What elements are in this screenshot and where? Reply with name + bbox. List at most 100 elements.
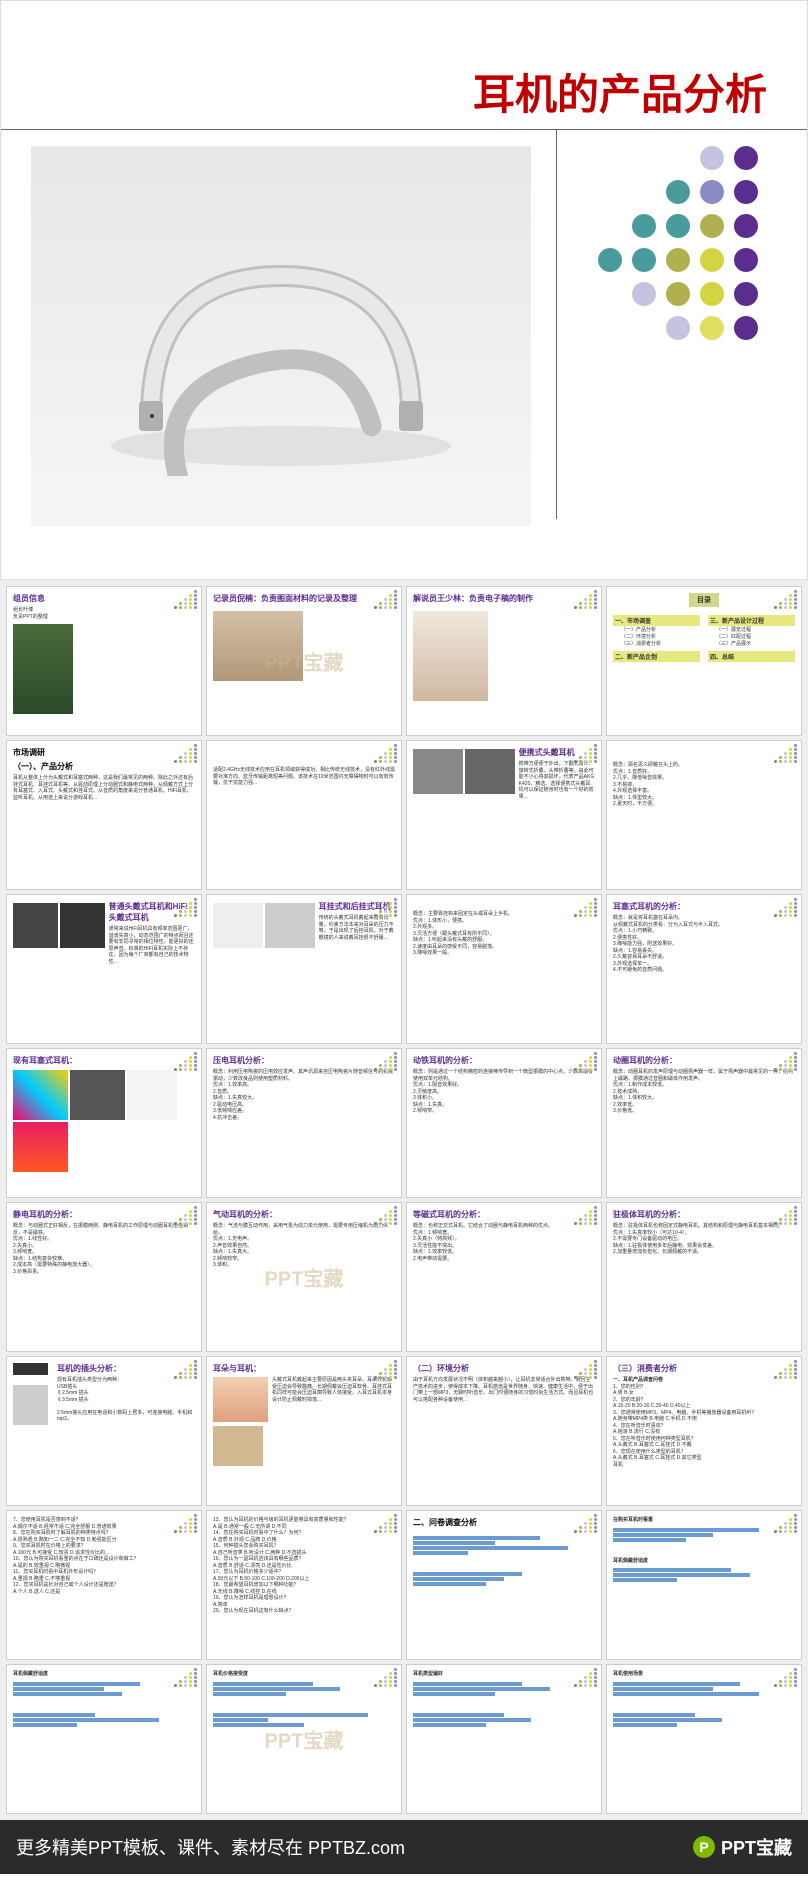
hero-title: 耳机的产品分析: [473, 61, 767, 122]
slide-market-research: 市场调研 （一）、产品分析 耳机从整体上分为头戴式和耳塞式两种，这是我们最常见的…: [6, 740, 202, 890]
slide-survey-analysis: 二、问卷调查分析: [406, 1510, 602, 1660]
slide-electrostatic: 静电耳机的分析： 概念：与动圈式正好相反，在振膜两侧、静电耳机的工作原理与动圈耳…: [6, 1202, 202, 1352]
toc-sec2: 二、新产品企划: [613, 651, 700, 662]
slide-title: 现有耳塞式耳机：: [13, 1055, 195, 1066]
toc-sec4: 四、总结: [708, 651, 795, 662]
slide-body: 概念：也称正交式耳机。它结合了动圈与静电耳机两种的优点。 优点：1.频响宽。 2…: [413, 1223, 595, 1262]
slide-title: 耳朵与耳机：: [213, 1363, 395, 1374]
slide-body: 13、您认为耳机的价格与级的耳机更能够具有高质量和性能？ A.是 B.通常一般 …: [213, 1517, 395, 1615]
slide-title: 解说员王少林：负责电子稿的制作: [413, 593, 595, 604]
slide-body: 概念：利用压电陶瓷的压电效应发声。其声讯源来自压电陶瓷片随音频信号的机械振动，少…: [213, 1069, 395, 1121]
slide-body: 通常来说HiFi耳机具有频率范围更广，谐波失真小，动态范围广的特点而且还要有非同…: [109, 926, 195, 965]
slide-earbuds-existing: 现有耳塞式耳机：: [6, 1048, 202, 1198]
slide-body: 概念：动圈耳机的发声原理与动圈扬声器一样，属于扬声器中最常见的一种，结构上磁路、…: [613, 1069, 795, 1115]
usb-img: [13, 1363, 48, 1375]
slide-team-leader: 组员信息 组长叶博 负责PPT的整理: [6, 586, 202, 736]
slide-title: 市场调研: [13, 747, 195, 758]
footer-text: 更多精美PPT模板、课件、素材尽在 PPTBZ.com: [16, 1834, 405, 1860]
slide-body: 现有耳机插头类型分为两种： USB插头 ￠2.5mm 插头 ￠3.5mm 插头 …: [57, 1377, 195, 1423]
headphone-img: [465, 749, 515, 794]
slide-body: 概念：与动圈式正好相反，在振膜两侧、静电耳机的工作原理与动圈耳机恰恰相反，不是磁…: [13, 1223, 195, 1275]
footer-logo: P PPT宝藏: [693, 1834, 792, 1860]
slide-title: 动铁耳机的分析：: [413, 1055, 595, 1066]
slide-title: 耳机类型偏好: [413, 1671, 595, 1678]
slide-sub: （一）、产品分析: [13, 761, 195, 772]
toc-sub: （一）展览过程 （二）匹配过程 （三）产品展示: [716, 626, 795, 647]
slide-title: 二、问卷调查分析: [413, 1517, 595, 1528]
earhook-img: [213, 903, 263, 948]
slide-title: 压电耳机分析：: [213, 1055, 395, 1066]
slide-title: 耳机价格接受度: [213, 1671, 395, 1678]
slide-survey-chart3: 耳机佩戴舒适度: [6, 1664, 202, 1814]
slide-presenter: 解说员王少林：负责电子稿的制作: [406, 586, 602, 736]
slide-title: 静电耳机的分析：: [13, 1209, 195, 1220]
slide-body: 概念：顾名思义即戴在头上的。 优点：1.音质好。 2.几乎、降低噪音效果。 3.…: [613, 762, 795, 808]
divider-h: [1, 129, 807, 130]
hifi-img: [13, 903, 58, 948]
dots-decoration: [564, 146, 762, 344]
logo-icon: P: [693, 1836, 715, 1858]
jack-img: [13, 1385, 48, 1425]
earbud-img: [127, 1070, 177, 1120]
slide-body: 适配2.4GHz无线技术应用在耳机领域获得成功。相比传统无线技术，没有红外线需要…: [213, 767, 395, 787]
slide-survey-chart5: 耳机类型偏好: [406, 1664, 602, 1814]
member-photo: [413, 611, 488, 701]
toc-title: 目录: [689, 593, 719, 607]
slide-isodynamic: 等磁式耳机的分析： 概念：也称正交式耳机。它结合了动圈与静电耳机两种的优点。 优…: [406, 1202, 602, 1352]
slide-body: 耳机从整体上分为头戴式和耳塞式两种，这是我们最常见的两种。除此之外还有后挂式耳机…: [13, 775, 195, 801]
slide-wireless: 适配2.4GHz无线技术应用在耳机领域获得成功。相比传统无线技术，没有红外线需要…: [206, 740, 402, 890]
slide-sub: 组长叶博 负责PPT的整理: [13, 607, 195, 620]
slide-toc: 目录 一、市场调查 （一）产品分析 （二）环境分析 （三）消费者分析 二、新产品…: [606, 586, 802, 736]
slide-hifi: 普通头戴式耳机和HiFi头戴式耳机 通常来说HiFi耳机具有频率范围更广，谐波失…: [6, 894, 202, 1044]
hifi-img: [60, 903, 105, 948]
slide-title: （二）环境分析: [413, 1363, 595, 1374]
slide-body: 概念：则是通过一个结构精密的连接棒传导到一个微型振膜的中心点，少数高端有使用双单…: [413, 1069, 595, 1115]
member-photo: [213, 611, 303, 681]
slide-dynamic: 动圈耳机的分析： 概念：动圈耳机的发声原理与动圈扬声器一样，属于扬声器中最常见的…: [606, 1048, 802, 1198]
slide-body: 头戴式耳机戴起来主要原因是两头夹耳朵，耳朵外轮廓受压迫会导致酸痛。长期佩戴会压迫…: [272, 1377, 395, 1422]
headphone-img: [413, 749, 463, 794]
slide-title: 组员信息: [13, 593, 195, 604]
slide-headphone-concept: 概念：顾名思义即戴在头上的。 优点：1.音质好。 2.几乎、降低噪音效果。 3.…: [606, 740, 802, 890]
slide-consumer: （三）消费者分析 一、耳机产品调查问卷 1、您的性别？ A.男 B.女 2、您的…: [606, 1356, 802, 1506]
slide-title: 耳塞式耳机的分析：: [613, 901, 795, 912]
slide-electret: 驻极体耳机的分析： 概念：驻极体耳机也称固定式静电耳机。其结构和原理与静电耳机基…: [606, 1202, 802, 1352]
slide-title: 动圈耳机的分析：: [613, 1055, 795, 1066]
slide-survey-q7-12: 7、您使用耳机是否感到不适？ A.偶尔不适 B.经常不适 C.完全舒服 D.普通…: [6, 1510, 202, 1660]
toc-sub: （一）产品分析 （二）环境分析 （三）消费者分析: [621, 626, 700, 647]
slide-earhook: 耳挂式和后挂式耳机 传统的头戴式耳机戴起来挺有份量，约束方法本来对耳朵的压力不够…: [206, 894, 402, 1044]
slide-pneumatic: PPT宝藏 气动耳机的分析： 概念：气流与膜互动作用，采用气泵为动力单元使用，需…: [206, 1202, 402, 1352]
slide-survey-chart6: 耳机使用场景: [606, 1664, 802, 1814]
earbud-img: [13, 1070, 68, 1120]
slide-title: 耳机佩戴舒适度: [13, 1671, 195, 1678]
slide-title: 耳机使用场景: [613, 1671, 795, 1678]
slide-title: 记录员倪楠：负责图面材料的记录及整理: [213, 593, 395, 604]
slide-earbud-analysis: 耳塞式耳机的分析： 概念：就是将耳机塞在耳朵内。 从佩戴式耳机的分类看：分为入耳…: [606, 894, 802, 1044]
slide-portable: 便携式头戴耳机 携带方便便于外出，下翻式设计、旋转式折叠、头带折叠等，由此可能不…: [406, 740, 602, 890]
logo-label: PPT宝藏: [721, 1834, 792, 1860]
slide-connector: 耳机的插头分析： 现有耳机插头类型分为两种： USB插头 ￠2.5mm 插头 ￠…: [6, 1356, 202, 1506]
slide-piezo: 压电耳机分析： 概念：利用压电陶瓷的压电效应发声。其声讯源来自压电陶瓷片随音频信…: [206, 1048, 402, 1198]
slide-body: 传统的头戴式耳机戴起来挺有份量，约束方法本来对耳朵的压力不够，于是出现了后挂耳机…: [319, 915, 395, 941]
footer-banner: 更多精美PPT模板、课件、素材尽在 PPTBZ.com P PPT宝藏: [0, 1820, 808, 1874]
earbud-img: [70, 1070, 125, 1120]
slide-body: 7、您使用耳机是否感到不适？ A.偶尔不适 B.经常不适 C.完全舒服 D.普通…: [13, 1517, 195, 1595]
person-img: [213, 1426, 263, 1466]
slide-body: 概念：气流与膜互动作用，采用气泵为动力单元使用，需要专用压缩机为动力供给。 优点…: [213, 1223, 395, 1269]
ear-diagram: [213, 1377, 268, 1422]
slide-recorder: PPT宝藏 记录员倪楠：负责图面材料的记录及整理: [206, 586, 402, 736]
slide-body: 由于耳机方向发展状况不明（体积越来越小），让耳机非常适合外出携带。而且生产技术的…: [413, 1377, 595, 1403]
slide-body: 概念：驻极体耳机也称固定式静电耳机。其结构和原理与静电耳机基本相同。 优点：1.…: [613, 1223, 795, 1256]
slide-title: 在购买耳机时看重: [613, 1517, 795, 1524]
slide-body: 概念：主要靠挂钩来固定在头或耳朵上手机。 优点：1.体形小，便携。 2.外观多。…: [413, 911, 595, 957]
earhook-img: [265, 903, 315, 948]
slide-title: 气动耳机的分析：: [213, 1209, 395, 1220]
watermark: PPT宝藏: [265, 1725, 344, 1754]
hero-product-image: [31, 146, 531, 526]
slide-survey-chart4: PPT宝藏 耳机价格接受度: [206, 1664, 402, 1814]
toc-sec1: 一、市场调查: [613, 615, 700, 626]
slide-survey-chart2: 在购买耳机时看重 耳机佩戴舒适度: [606, 1510, 802, 1660]
chart-title: 耳机佩戴舒适度: [613, 1558, 795, 1565]
hero-slide: 耳机的产品分析: [0, 0, 808, 580]
earbud-img: [13, 1122, 68, 1172]
